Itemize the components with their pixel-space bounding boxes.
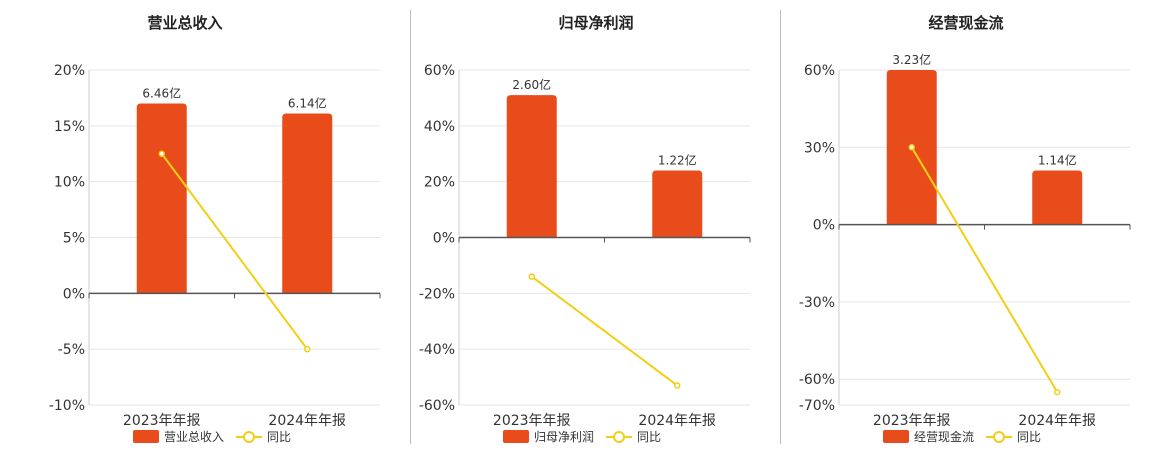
bar-value-label: 3.23亿 (892, 52, 931, 67)
yoy-point (674, 382, 681, 389)
chart-title: 经营现金流 (928, 14, 1004, 32)
x-tick-label: 2024年年报 (268, 413, 346, 429)
y-tick-label: 5% (63, 231, 85, 247)
y-tick-label: -60% (419, 398, 455, 414)
legend-bar-swatch (133, 429, 159, 443)
y-tick-label: -10% (49, 398, 85, 414)
yoy-line (910, 146, 1059, 393)
y-tick-label: 0% (813, 218, 835, 234)
operating-cash-flow-chart: -70% -60% -30% 0% 30% 60% 3.23亿 1.14亿 2023年年报 202… (799, 52, 1131, 429)
bar (282, 113, 333, 294)
yoy-point (304, 345, 311, 353)
legend-bar-swatch (503, 429, 529, 443)
bar-value-label: 6.46亿 (142, 86, 181, 101)
operating-cash-flow-chart-panel: 经营现金流 -70% -60% -30% 0% 30% 60% 3.23亿 1.14亿 2023… (781, 0, 1151, 450)
x-tick-label: 2024年年报 (1018, 413, 1096, 429)
legend-line-icon (236, 430, 263, 443)
yoy-point (1054, 388, 1061, 396)
y-tick-label: 30% (804, 140, 835, 156)
bar-value-label: 1.22亿 (658, 153, 697, 168)
chart-title: 营业总收入 (147, 14, 223, 32)
bar (506, 95, 557, 238)
net-profit-chart: -60% -40% -20% 0% 20% 40% 60% 2.60亿 1.22亿 2023年年报… (419, 63, 751, 429)
legend-bar-label: 经营现金流 (914, 429, 975, 444)
y-tick-label: 0% (63, 286, 85, 302)
chart-legend: 经营现金流 同比 (883, 428, 1041, 444)
yoy-point (528, 273, 535, 280)
legend-bar-swatch (883, 429, 909, 443)
yoy-line (531, 275, 678, 387)
y-tick-label: 40% (424, 119, 455, 135)
legend-line-label: 同比 (637, 429, 662, 444)
y-tick-label: 60% (804, 63, 835, 79)
x-tick-label: 2023年年报 (123, 413, 201, 429)
y-tick-label: 15% (54, 119, 85, 135)
bar-value-label: 2.60亿 (512, 77, 551, 92)
panel-separator (780, 10, 781, 444)
y-tick-label: -30% (799, 295, 835, 311)
yoy-line (160, 153, 309, 350)
revenue-chart: -10% -5% 0% 5% 10% 15% 20% 6.46亿 6.14亿 2023年年报 202… (49, 63, 381, 429)
bar (136, 103, 187, 294)
y-tick-label: 20% (424, 175, 455, 191)
legend-line-label: 同比 (1017, 429, 1042, 444)
net-profit-chart-panel: 归母净利润 -60% -40% -20% 0% 20% 40% 60% 2.60亿 1.22亿 2… (411, 0, 781, 450)
legend-line-label: 同比 (267, 429, 292, 444)
bar-value-label: 6.14亿 (288, 96, 327, 111)
yoy-point (908, 144, 915, 151)
chart-title: 归母净利润 (558, 14, 634, 32)
y-tick-label: 60% (424, 63, 455, 79)
panel-separator (410, 10, 411, 444)
x-tick-label: 2024年年报 (638, 413, 716, 429)
legend-line-icon (986, 430, 1013, 443)
y-tick-label: -70% (799, 398, 835, 414)
revenue-chart-panel: 营业总收入 -10% -5% 0% 5% 10% 15% 20% 6.46亿 6.14亿 2023… (0, 0, 381, 450)
y-tick-label: 20% (54, 63, 85, 79)
legend-bar-label: 营业总收入 (164, 429, 225, 444)
y-tick-label: -5% (58, 342, 85, 358)
bar (1032, 170, 1083, 225)
yoy-point (158, 150, 165, 157)
y-tick-label: -60% (799, 372, 835, 388)
y-tick-label: 0% (433, 231, 455, 247)
legend-bar-label: 归母净利润 (534, 429, 595, 444)
chart-legend: 营业总收入 同比 (133, 428, 291, 444)
bar (652, 170, 703, 238)
x-tick-label: 2023年年报 (493, 413, 571, 429)
legend-line-icon (606, 430, 633, 443)
y-tick-label: -40% (419, 342, 455, 358)
x-tick-label: 2023年年报 (873, 413, 951, 429)
y-tick-label: -20% (419, 286, 455, 302)
y-tick-label: 10% (54, 175, 85, 191)
chart-legend: 归母净利润 同比 (503, 428, 661, 444)
bar-value-label: 1.14亿 (1038, 153, 1077, 168)
